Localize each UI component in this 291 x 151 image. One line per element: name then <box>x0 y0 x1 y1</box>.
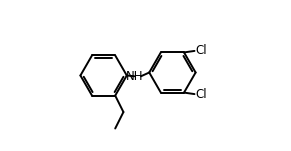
Text: Cl: Cl <box>195 44 207 57</box>
Text: NH: NH <box>126 71 144 84</box>
Text: Cl: Cl <box>195 88 207 101</box>
